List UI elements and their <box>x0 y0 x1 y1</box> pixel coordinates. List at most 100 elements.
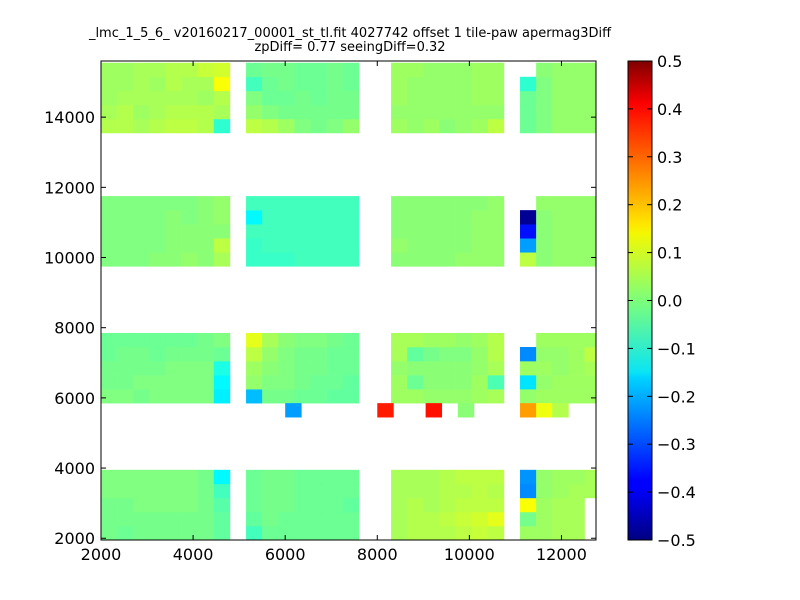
heatmap-cell <box>391 104 408 120</box>
heatmap-cell <box>262 238 279 253</box>
heatmap-cell <box>455 497 472 513</box>
heatmap-cell <box>568 104 585 120</box>
heatmap-cell <box>310 497 327 513</box>
heatmap-cell <box>117 62 134 78</box>
heatmap-cell <box>117 90 134 106</box>
heatmap-cell <box>294 224 311 239</box>
heatmap-cell <box>584 361 597 376</box>
heatmap-cell <box>213 497 231 513</box>
heatmap-cell <box>133 224 150 239</box>
heatmap-cell <box>455 104 472 120</box>
heatmap-cell <box>133 252 150 267</box>
heatmap-cell <box>425 403 443 418</box>
heatmap-cell <box>101 76 118 92</box>
heatmap-cell <box>262 389 279 404</box>
colorbar-tick-label: −0.2 <box>657 387 696 406</box>
heatmap-cell <box>133 347 150 362</box>
heatmap-cell <box>455 375 472 390</box>
heatmap-cell <box>487 210 505 225</box>
heatmap-cell <box>149 104 166 120</box>
heatmap-cell <box>262 361 279 376</box>
heatmap-cell <box>246 252 263 267</box>
heatmap-cell <box>149 224 166 239</box>
heatmap-cell <box>133 90 150 106</box>
heatmap-cell <box>149 62 166 78</box>
heatmap-cell <box>584 62 597 78</box>
heatmap-cell <box>246 210 263 225</box>
heatmap-cell <box>213 347 231 362</box>
heatmap-cell <box>439 196 456 211</box>
heatmap-cell <box>455 361 472 376</box>
heatmap-cell <box>568 332 585 348</box>
heatmap-cell <box>101 196 118 211</box>
heatmap-cell <box>423 118 440 134</box>
heatmap-cell <box>568 375 585 390</box>
heatmap-cell <box>439 483 456 499</box>
heatmap-cell <box>471 76 489 92</box>
heatmap-cell <box>262 62 279 78</box>
heatmap-cell <box>471 62 489 78</box>
heatmap-cell <box>310 238 327 253</box>
heatmap-cell <box>342 238 360 253</box>
heatmap-cell <box>455 238 472 253</box>
heatmap-cell <box>439 375 456 390</box>
heatmap-cell <box>423 90 440 106</box>
heatmap-cell <box>246 90 263 106</box>
heatmap-cell <box>407 525 424 541</box>
heatmap-cell <box>552 90 569 106</box>
heatmap-cell <box>181 525 198 541</box>
heatmap-cell <box>407 389 424 404</box>
heatmap-cell <box>487 224 505 239</box>
heatmap-cell <box>455 511 472 527</box>
heatmap-cell <box>520 252 537 267</box>
heatmap-cell <box>423 497 440 513</box>
heatmap-cell <box>584 238 597 253</box>
heatmap-cell <box>149 525 166 541</box>
heatmap-cell <box>294 210 311 225</box>
heatmap-cell <box>439 525 456 541</box>
heatmap-cell <box>262 76 279 92</box>
heatmap-cell <box>423 238 440 253</box>
heatmap-cell <box>117 497 134 513</box>
heatmap-cell <box>197 224 215 239</box>
heatmap-cell <box>326 497 344 513</box>
heatmap-cell <box>262 497 279 513</box>
heatmap-cell <box>181 62 198 78</box>
heatmap-cell <box>278 332 295 348</box>
y-tick-label: 4000 <box>54 459 95 478</box>
heatmap-cell <box>487 238 505 253</box>
heatmap-cell <box>310 375 327 390</box>
heatmap-cell <box>568 469 585 485</box>
heatmap-cell <box>342 196 360 211</box>
heatmap-cell <box>165 76 182 92</box>
heatmap-cell <box>117 469 134 485</box>
heatmap-cell <box>455 118 472 134</box>
heatmap-cell <box>117 196 134 211</box>
heatmap-cell <box>487 511 505 527</box>
heatmap-cell <box>584 196 597 211</box>
heatmap-cell <box>326 361 344 376</box>
heatmap-cell <box>423 375 440 390</box>
heatmap-cell <box>213 118 231 134</box>
heatmap-cell <box>133 497 150 513</box>
heatmap-cell <box>536 104 553 120</box>
heatmap-cell <box>536 389 553 404</box>
heatmap-cell <box>149 90 166 106</box>
heatmap-cell <box>294 483 311 499</box>
heatmap-cell <box>455 62 472 78</box>
heatmap-cell <box>262 511 279 527</box>
heatmap-cell <box>181 118 198 134</box>
heatmap-cell <box>149 483 166 499</box>
heatmap-cell <box>568 196 585 211</box>
heatmap-cell <box>520 104 537 120</box>
heatmap-cell <box>439 252 456 267</box>
heatmap-cell <box>165 375 182 390</box>
heatmap-cell <box>536 403 553 418</box>
heatmap-cell <box>342 347 360 362</box>
heatmap-cell <box>391 210 408 225</box>
heatmap-cell <box>391 238 408 253</box>
heatmap-cell <box>326 224 344 239</box>
heatmap-cell <box>213 252 231 267</box>
heatmap-cell <box>552 62 569 78</box>
heatmap-cell <box>278 347 295 362</box>
